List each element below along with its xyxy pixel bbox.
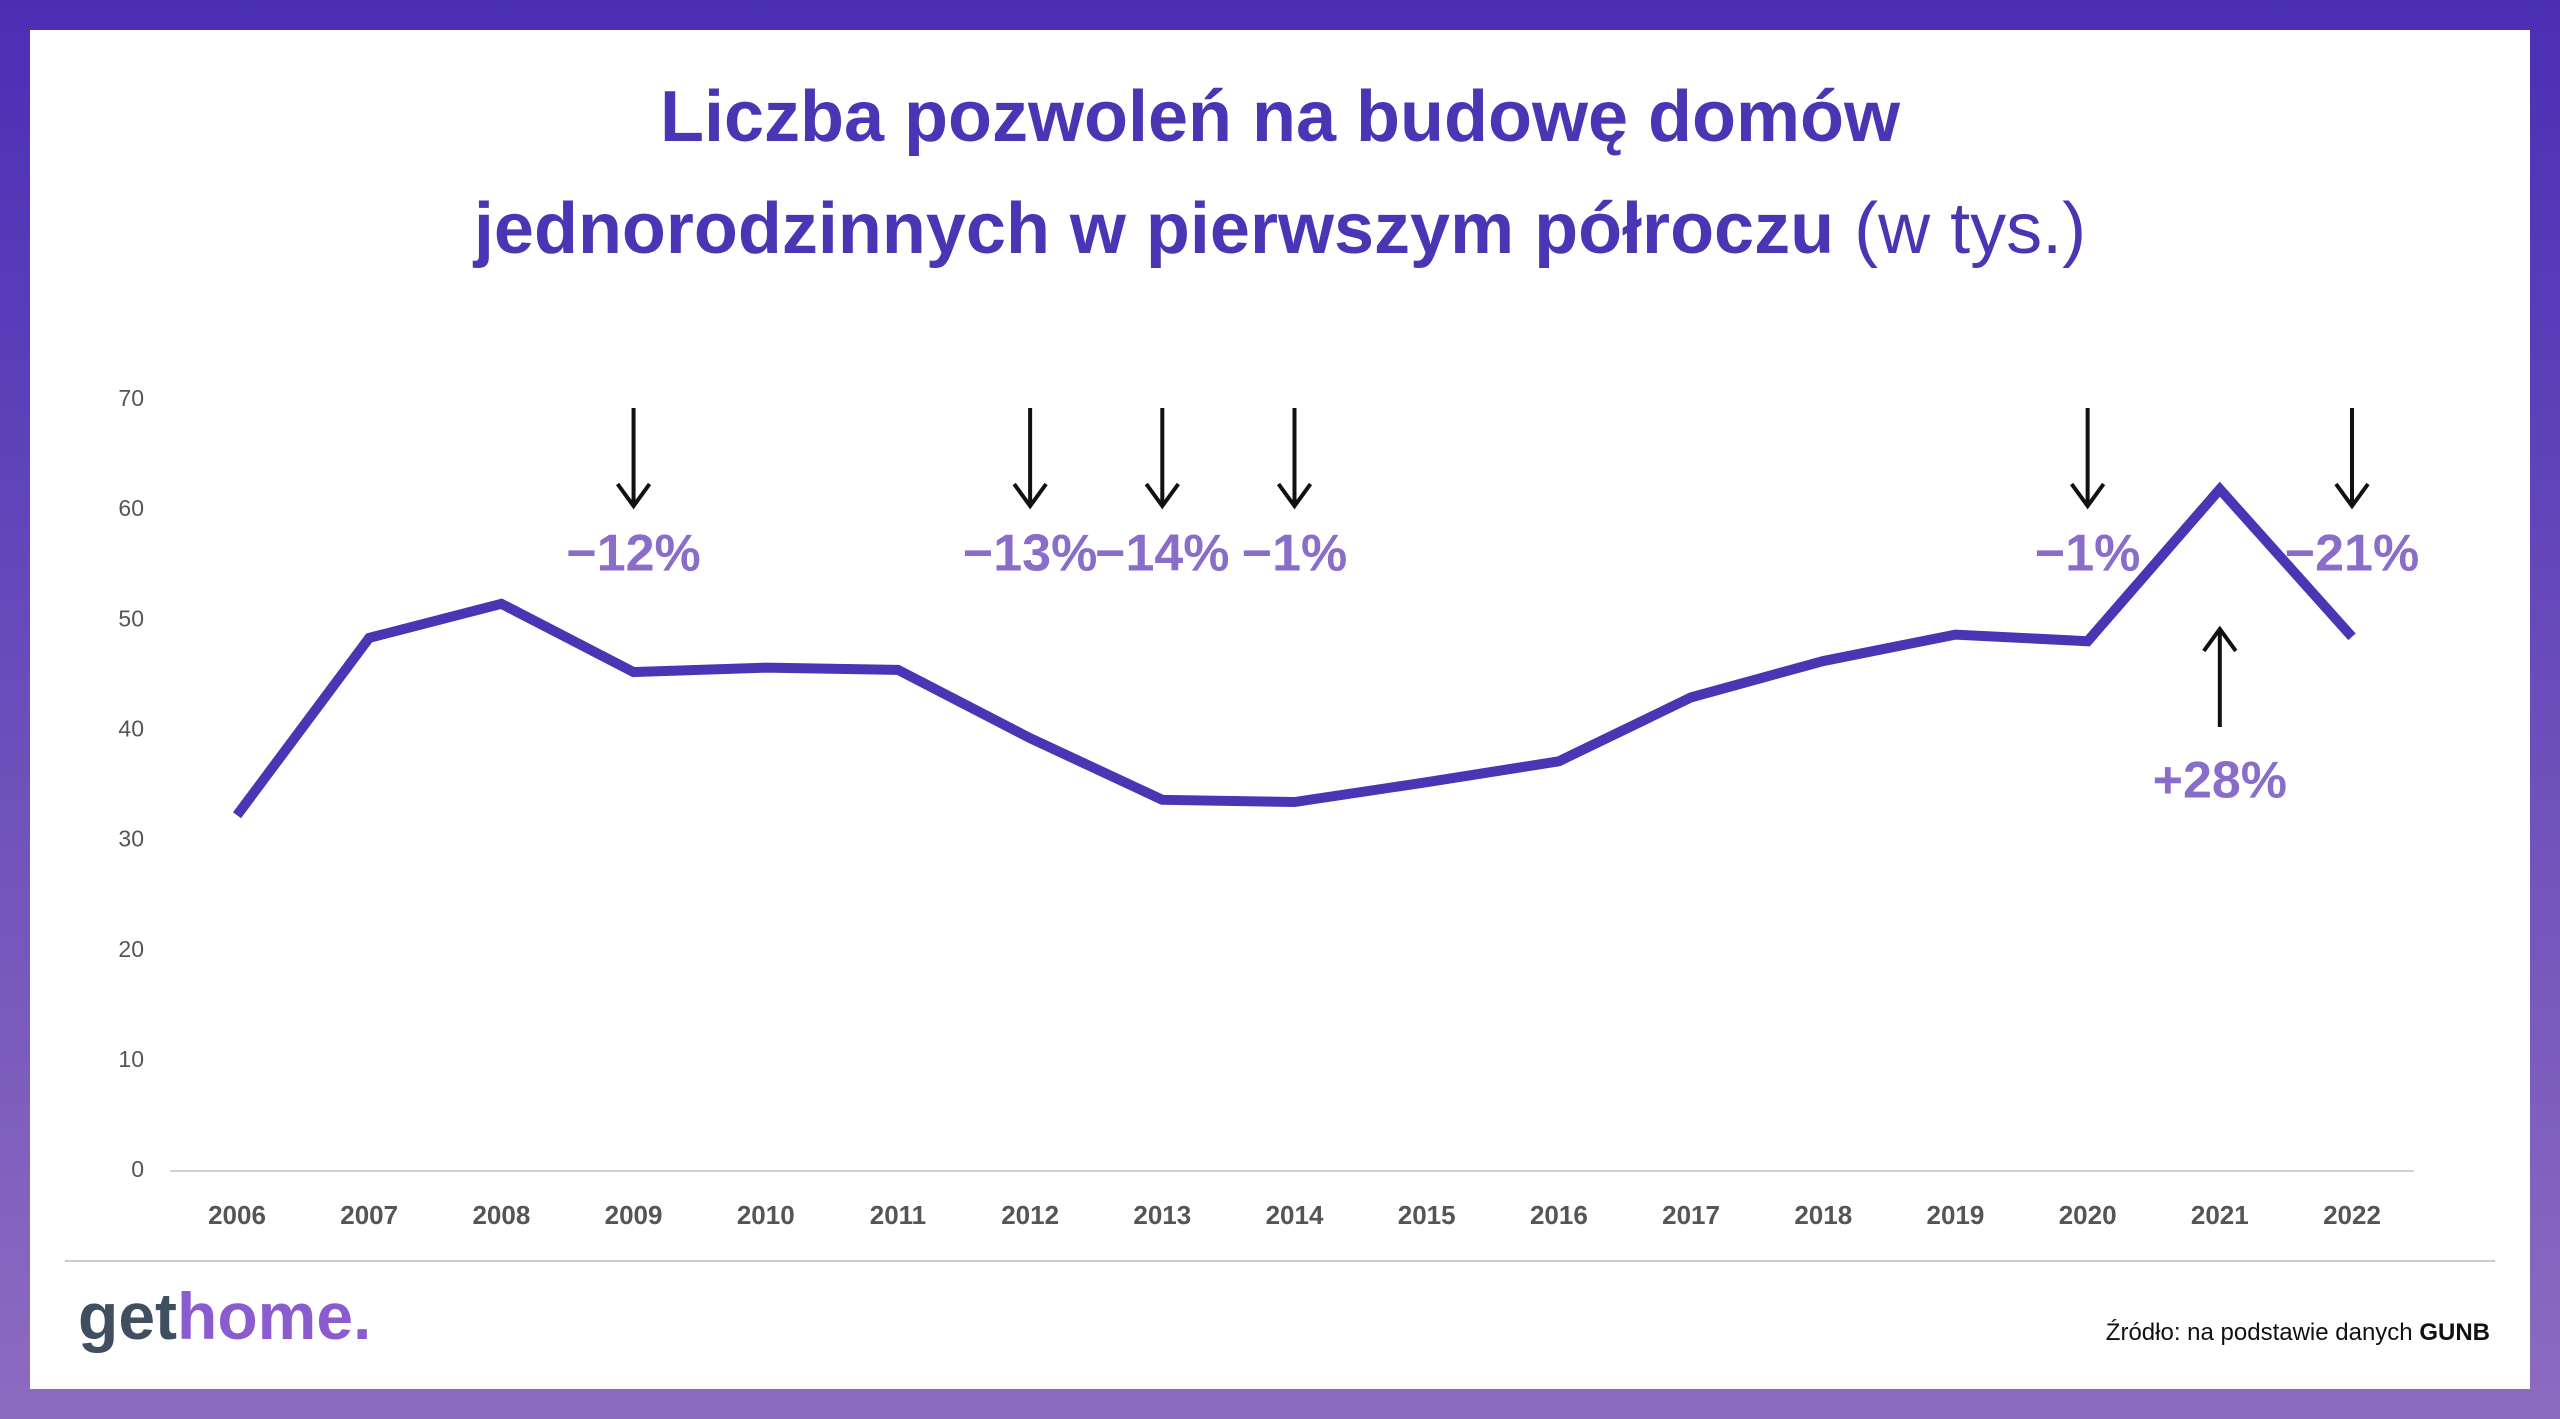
- source: Źródło: na podstawie danych GUNB: [2106, 1319, 2490, 1346]
- x-tick-label: 2017: [1662, 1200, 1720, 1230]
- title-line: jednorodzinnych w pierwszym półroczu (w …: [472, 189, 2086, 269]
- x-tick-label: 2010: [737, 1200, 795, 1230]
- annotation: −1%: [2035, 525, 2141, 583]
- logo-get: get: [78, 1279, 177, 1353]
- x-tick-label: 2008: [472, 1200, 530, 1230]
- logo-home: home.: [177, 1279, 371, 1353]
- annotation: −21%: [2285, 525, 2419, 583]
- y-tick-label: 50: [118, 605, 144, 631]
- arrow-head: [2202, 625, 2238, 653]
- panel: [30, 30, 2530, 1389]
- x-tick-label: 2018: [1794, 1200, 1852, 1230]
- y-tick-label: 10: [118, 1046, 144, 1072]
- annotation: −1%: [1242, 525, 1348, 583]
- x-tick-label: 2015: [1398, 1200, 1456, 1230]
- y-tick-label: 30: [118, 826, 144, 852]
- y-tick-label: 20: [118, 936, 144, 962]
- y-tick-label: 60: [118, 495, 144, 521]
- arrow-head: [1012, 482, 1048, 510]
- y-tick-label: 0: [131, 1156, 144, 1182]
- x-tick-label: 2009: [605, 1200, 663, 1230]
- x-tick-label: 2022: [2323, 1200, 2381, 1230]
- chart-title: Liczba pozwoleń na budowę domów jednorodz…: [472, 77, 2086, 269]
- annotation: −14%: [1095, 525, 1229, 583]
- arrow-head: [1144, 482, 1180, 510]
- source-text: Źródło: na podstawie danych: [2106, 1319, 2413, 1346]
- x-tick-label: 2013: [1133, 1200, 1191, 1230]
- x-tick-label: 2019: [1927, 1200, 1985, 1230]
- x-tick-label: 2007: [340, 1200, 398, 1230]
- x-tick-label: 2016: [1530, 1200, 1588, 1230]
- x-tick-label: 2011: [870, 1200, 926, 1230]
- x-tick-label: 2014: [1266, 1200, 1324, 1230]
- data-line: [232, 481, 2356, 819]
- y-tick-label: 70: [118, 385, 144, 411]
- x-tick-label: 2012: [1001, 1200, 1059, 1230]
- arrow-head: [2334, 482, 2370, 510]
- x-tick-label: 2006: [208, 1200, 266, 1230]
- annotation: −12%: [566, 525, 700, 583]
- y-tick-label: 40: [118, 716, 144, 742]
- arrow-head: [2070, 482, 2106, 510]
- logo: gethome.: [78, 1279, 371, 1353]
- arrow-head: [1276, 482, 1313, 510]
- x-tick-label: 2020: [2059, 1200, 2117, 1230]
- x-tick-label: 2021: [2191, 1200, 2249, 1230]
- title-line: Liczba pozwoleń na budowę domów: [660, 77, 1901, 157]
- source-bold: GUNB: [2419, 1319, 2490, 1346]
- annotation: +28%: [2153, 752, 2287, 810]
- title-unit: (w tys.): [1854, 189, 2086, 269]
- arrow-head: [615, 482, 652, 510]
- annotation: −13%: [963, 525, 1097, 583]
